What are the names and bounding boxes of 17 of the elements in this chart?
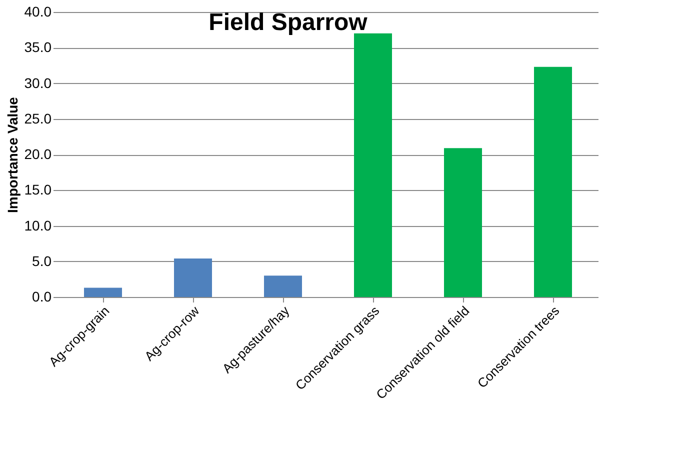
bar bbox=[264, 276, 302, 297]
y-tick-label: 40.0 bbox=[24, 4, 52, 20]
y-tick-label: 25.0 bbox=[24, 110, 52, 126]
bar bbox=[444, 148, 482, 297]
y-tick-label: 35.0 bbox=[24, 39, 52, 56]
bar bbox=[534, 66, 572, 297]
y-tick-label: 10.0 bbox=[24, 217, 52, 234]
bar bbox=[84, 288, 122, 297]
y-tick-label: 30.0 bbox=[24, 74, 52, 91]
y-tick-label: 5.0 bbox=[32, 252, 52, 269]
y-tick-label: 15.0 bbox=[24, 182, 52, 198]
bar bbox=[174, 258, 212, 297]
y-tick-label: 0.0 bbox=[32, 288, 52, 304]
chart-title: Field Sparrow bbox=[208, 9, 368, 36]
y-axis-title: Importance Value bbox=[4, 96, 20, 213]
y-tick-label: 20.0 bbox=[24, 146, 52, 162]
bar bbox=[354, 33, 392, 297]
